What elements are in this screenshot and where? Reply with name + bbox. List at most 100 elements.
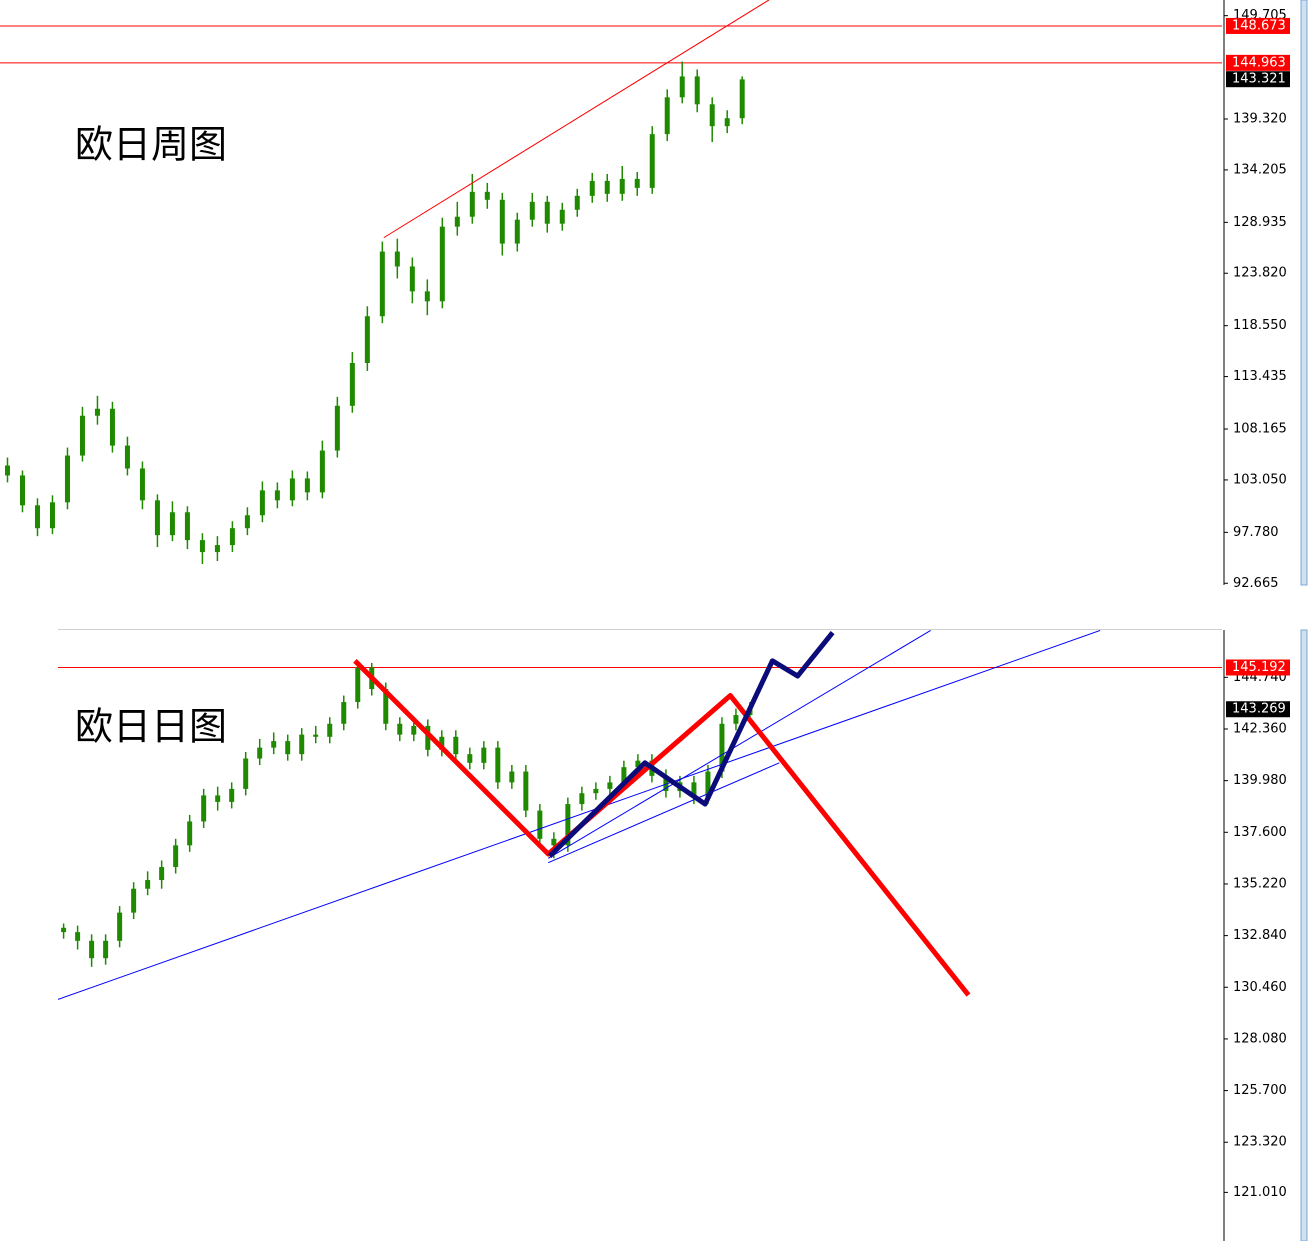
candle-body [394, 251, 400, 267]
tick-label: 97.780 [1233, 525, 1279, 540]
tick-label: 139.980 [1233, 773, 1287, 788]
candle-body [469, 191, 475, 217]
candle-body [131, 888, 137, 913]
scroll-edge [1300, 0, 1308, 586]
candle-body [79, 415, 85, 456]
tick-label: 123.320 [1233, 1135, 1287, 1150]
candle-body [229, 788, 235, 802]
candle-body [199, 540, 205, 553]
candle-body [439, 736, 445, 750]
candle-body [664, 97, 670, 135]
candle-body [61, 927, 67, 933]
candle-body [94, 408, 100, 416]
tick-label: 134.205 [1233, 162, 1287, 177]
candle-body [274, 490, 280, 501]
tick-label: 92.665 [1233, 576, 1279, 591]
candle-body [103, 940, 109, 959]
trend-line [383, 0, 770, 239]
candle-body [499, 199, 505, 244]
candle-body [705, 771, 711, 798]
candle-body [145, 880, 151, 889]
candle-body [454, 216, 460, 227]
tick-label: 113.435 [1233, 369, 1287, 384]
candle-body [719, 723, 725, 772]
candle-body [159, 867, 165, 881]
chart-title: 欧日日图 [75, 705, 227, 749]
candle-body [184, 512, 190, 541]
candle-body [327, 723, 333, 737]
candle-body [341, 702, 347, 724]
candle-body [299, 734, 305, 755]
price-axis-labels: 144.740142.360139.980137.600135.220132.8… [1224, 659, 1290, 1200]
price-tag-label: 143.321 [1232, 72, 1286, 87]
candle-body [649, 134, 655, 188]
candle-body [364, 316, 370, 364]
price-tag-label: 144.963 [1232, 55, 1286, 70]
candle-body [733, 715, 739, 724]
candle-body [109, 408, 115, 446]
candle-body [334, 405, 340, 451]
candle-body [244, 515, 250, 529]
candle-body [529, 201, 535, 220]
candle-body [409, 266, 415, 292]
candle-body [589, 180, 595, 196]
candle-body [425, 725, 431, 750]
plot-area [58, 630, 1222, 1000]
candle-body [679, 76, 685, 98]
tick-label: 123.820 [1233, 266, 1287, 281]
candle-body [439, 226, 445, 302]
candle-body [34, 505, 40, 529]
candle-body [214, 545, 220, 553]
candle-body [411, 725, 417, 735]
candle-body [304, 478, 310, 493]
tick-label: 128.935 [1233, 215, 1287, 230]
price-tag [1226, 54, 1290, 71]
tick-label: 108.165 [1233, 422, 1287, 437]
tick-label: 130.460 [1233, 980, 1287, 995]
candle-body [663, 775, 669, 792]
candle-body [621, 767, 627, 783]
candle-body [349, 363, 355, 406]
trend-line [58, 630, 1101, 1000]
candle-body [229, 528, 235, 546]
candle-body [139, 468, 145, 501]
candle-body [484, 191, 490, 200]
candle-body [634, 178, 640, 188]
candle-body [89, 940, 95, 959]
candle-body [544, 201, 550, 224]
candle-body [694, 76, 700, 105]
candle-body [173, 845, 179, 868]
trend-line [547, 631, 835, 858]
tick-label: 142.360 [1233, 721, 1287, 736]
candle-body [579, 793, 585, 805]
candle-body [635, 760, 641, 768]
candle-body [551, 838, 557, 846]
candle-body [467, 754, 473, 763]
tick-label: 128.080 [1233, 1031, 1287, 1046]
candle-body [481, 747, 487, 763]
candle-body [709, 104, 715, 127]
candle-body [124, 445, 130, 469]
candle-body [379, 251, 385, 317]
candle-body [355, 667, 361, 703]
candle-body [259, 490, 265, 516]
tick-label: 125.700 [1233, 1083, 1287, 1098]
candle-body [285, 741, 291, 755]
candle-body [619, 178, 625, 194]
scroll-edge [1300, 629, 1308, 1241]
candle-body [243, 758, 249, 789]
candle-body [574, 195, 580, 210]
candle-body [75, 932, 81, 941]
tick-label: 135.220 [1233, 876, 1287, 891]
candle-body [607, 782, 613, 789]
candle-body [739, 79, 745, 119]
candle-body [565, 804, 571, 846]
candle-body [559, 209, 565, 224]
candle-body [537, 810, 543, 839]
candle-body [4, 465, 10, 476]
price-tag-label: 145.192 [1232, 660, 1286, 675]
candle-body [319, 450, 325, 493]
candle-body [154, 500, 160, 536]
